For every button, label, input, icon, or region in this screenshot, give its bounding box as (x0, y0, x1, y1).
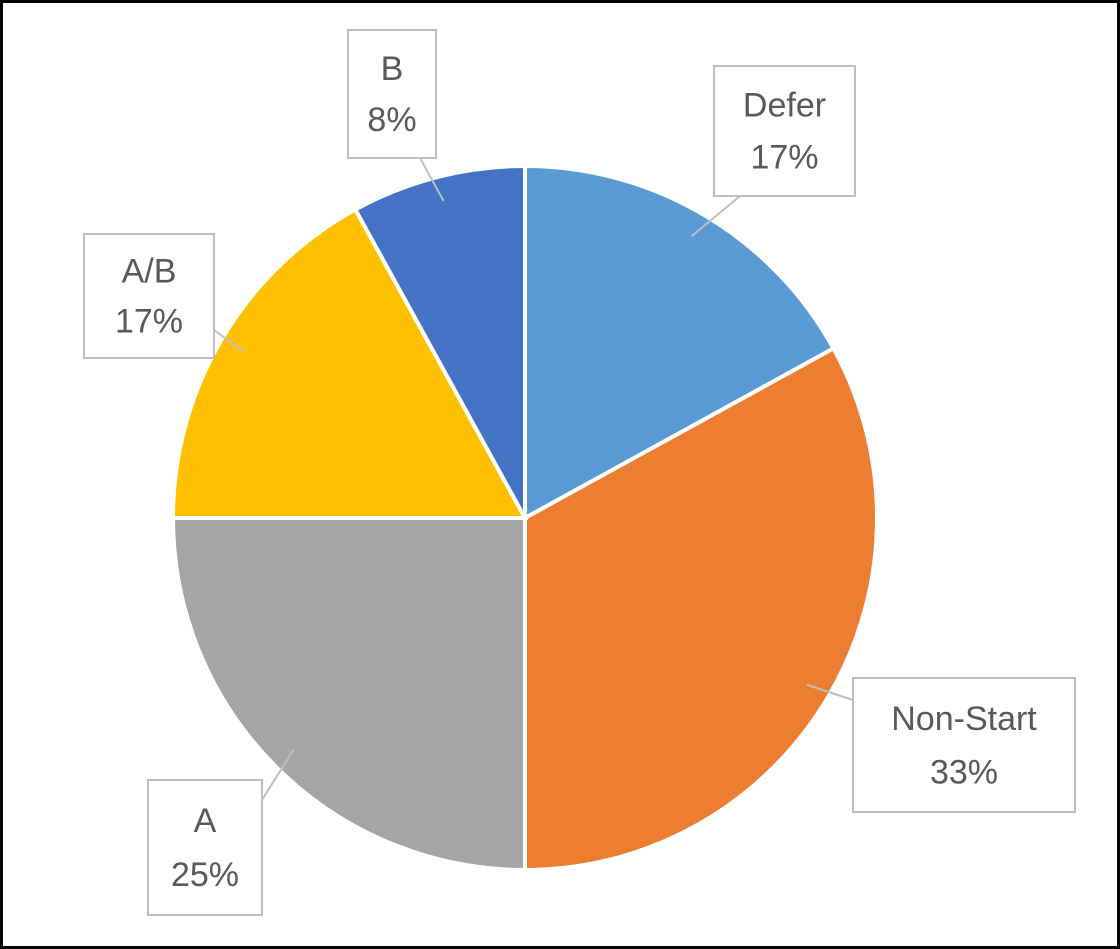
pie-slice (523, 163, 837, 522)
pie-slice (523, 345, 879, 873)
callout-box (147, 779, 263, 916)
data-label-value: 17% (115, 302, 183, 340)
callout-box (347, 29, 437, 159)
callout-pointer (691, 195, 741, 237)
data-label-name: Non-Start (891, 700, 1037, 738)
data-label-name: A/B (122, 253, 177, 291)
data-label-name: A (194, 802, 217, 840)
data-label-value: 8% (367, 101, 416, 139)
callout-box (852, 677, 1076, 813)
data-label-value: 17% (750, 139, 818, 177)
data-label-value: 33% (930, 753, 998, 791)
callout-pointer (261, 748, 295, 801)
callout-box (83, 233, 215, 359)
pie-slice (170, 206, 529, 520)
pie-slice (170, 516, 527, 873)
pie-slice (352, 163, 527, 519)
data-label-name: B (381, 50, 404, 88)
data-label-name: Defer (743, 87, 826, 125)
callout-box (713, 65, 856, 197)
data-label-value: 25% (171, 856, 239, 894)
callout-pointer (806, 683, 854, 701)
callout-pointer (213, 329, 244, 353)
callout-pointer (419, 157, 445, 202)
